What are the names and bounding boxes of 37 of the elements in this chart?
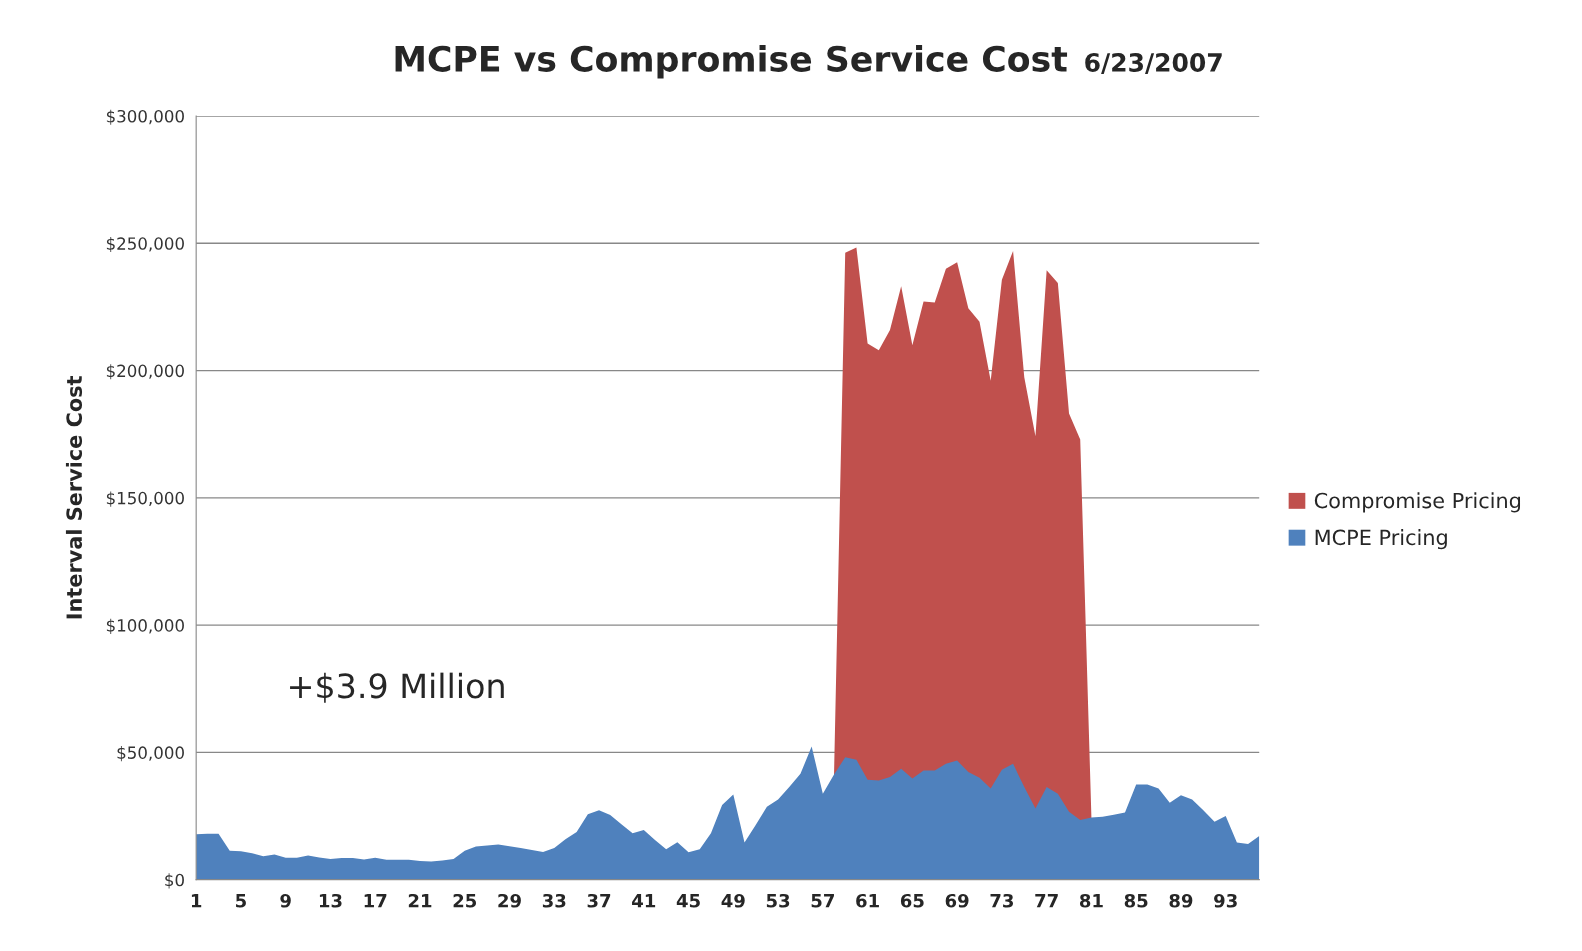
x-tick-label: 45 [676, 894, 700, 908]
x-tick-label: 65 [900, 893, 924, 908]
chart-title: MCPE vs Compromise Service Cost [395, 45, 1068, 79]
x-tick-label: 29 [498, 893, 521, 908]
x-tick-label: 1 [191, 894, 202, 908]
x-tick-label: 77 [1035, 894, 1058, 908]
x-tick-label: 5 [236, 894, 246, 908]
y-tick-label: $100,000 [106, 618, 184, 634]
y-tick-label: $200,000 [106, 364, 184, 380]
x-tick-label: 21 [408, 893, 432, 908]
y-tick-label: $150,000 [106, 491, 184, 507]
y-tick-label: $0 [165, 873, 184, 889]
x-tick-label: 69 [945, 893, 969, 908]
x-tick-label: 25 [453, 893, 477, 908]
x-tick-label: 9 [280, 893, 291, 908]
chart-subtitle: 6/23/2007 [1085, 53, 1222, 74]
x-tick-label: 89 [1169, 893, 1193, 908]
y-tick-label: $300,000 [106, 109, 184, 125]
y-tick-label: $250,000 [106, 236, 184, 253]
x-tick-label: 37 [587, 893, 611, 908]
x-tick-label: 81 [1079, 893, 1103, 908]
x-tick-label: 17 [364, 894, 387, 908]
x-tick-label: 85 [1124, 893, 1148, 908]
x-tick-label: 41 [632, 894, 656, 908]
x-tick-label: 13 [319, 893, 342, 908]
x-tick-label: 49 [721, 893, 745, 908]
x-tick-label: 33 [542, 893, 566, 908]
x-tick-label: 57 [811, 894, 834, 908]
annotation: +$3.9 Million [290, 672, 504, 703]
x-tick-label: 53 [766, 893, 790, 908]
x-tick-label: 73 [990, 893, 1014, 908]
y-axis-title: Interval Service Cost [65, 375, 83, 619]
legend-label: MCPE Pricing [1315, 529, 1447, 550]
y-tick-label: $50,000 [117, 746, 184, 762]
x-tick-label: 93 [1214, 893, 1237, 908]
legend-label: Compromise Pricing [1314, 492, 1521, 513]
x-tick-label: 61 [856, 893, 879, 908]
